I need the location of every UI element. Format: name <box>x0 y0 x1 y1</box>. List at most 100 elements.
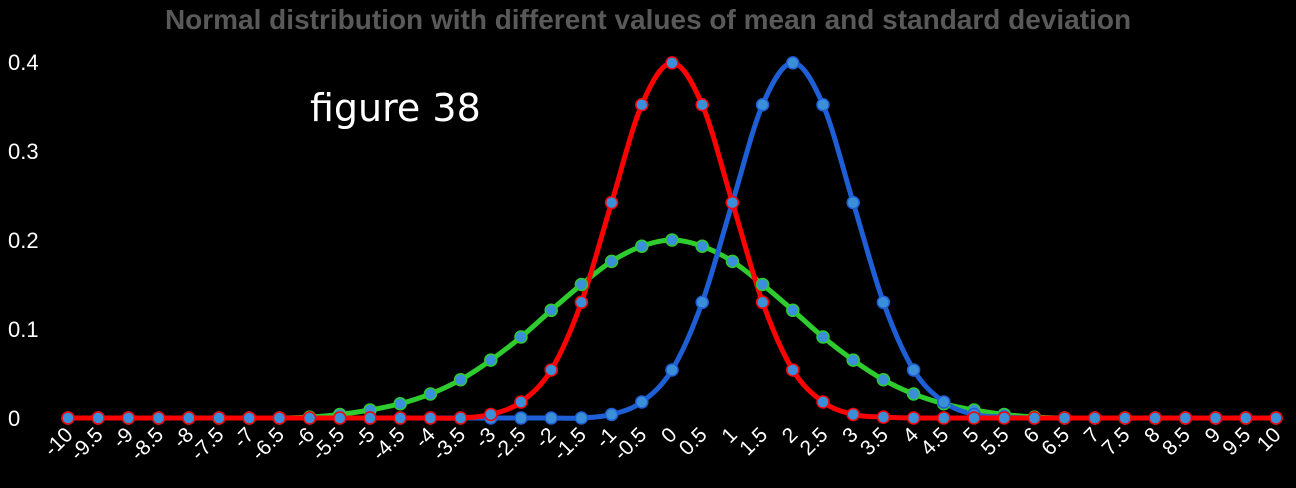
data-point <box>484 407 498 422</box>
data-point <box>876 410 891 424</box>
series-line-0 <box>68 237 1276 421</box>
data-point <box>453 372 468 387</box>
x-tick-label: -8.5 <box>126 423 168 465</box>
x-tick-label: 2.5 <box>796 423 833 460</box>
data-point <box>423 387 438 401</box>
data-point <box>514 395 528 409</box>
data-point <box>846 407 860 422</box>
x-tick-label: -3.5 <box>428 423 470 465</box>
data-point <box>997 411 1011 425</box>
data-point <box>725 195 740 210</box>
data-point <box>604 254 619 269</box>
data-point <box>604 195 619 210</box>
data-point <box>393 397 407 411</box>
data-point <box>755 277 770 292</box>
x-tick-label: -6.5 <box>247 423 289 465</box>
data-point <box>272 411 287 425</box>
data-point <box>544 303 558 318</box>
data-point <box>695 295 709 310</box>
data-point <box>151 411 166 425</box>
x-tick-label: -0.5 <box>609 423 651 465</box>
data-point <box>1118 411 1132 425</box>
data-point <box>363 411 377 425</box>
x-axis-ticks: -10-9.5 -9-8.5 -8-7.5 -7-6.5 -6-5.5 -5-4.5 -4-… <box>40 423 1286 465</box>
data-point <box>665 56 679 70</box>
data-point <box>484 353 498 367</box>
data-point <box>1088 411 1102 425</box>
data-point <box>1239 411 1253 425</box>
data-point <box>61 411 75 425</box>
data-point <box>1027 411 1042 425</box>
x-tick-label: 8.5 <box>1158 423 1195 460</box>
y-tick-label: 0.2 <box>8 228 39 253</box>
x-tick-label: 0.5 <box>675 423 712 460</box>
data-point <box>786 56 800 70</box>
data-point <box>91 411 105 425</box>
data-point <box>937 411 951 425</box>
data-point <box>876 295 891 310</box>
data-point <box>786 363 800 377</box>
data-point <box>906 411 921 425</box>
data-point <box>665 233 679 247</box>
y-tick-label: 0.4 <box>8 50 39 75</box>
data-point <box>1057 411 1072 425</box>
chart-title: Normal distribution with different value… <box>164 4 1132 35</box>
data-point <box>1148 411 1162 425</box>
data-point <box>635 239 649 253</box>
x-tick-label: 1.5 <box>735 423 772 460</box>
data-point <box>1178 411 1193 425</box>
x-tick-label: 9.5 <box>1218 423 1255 460</box>
data-point <box>514 330 528 344</box>
figure-annotation: figure 38 <box>310 86 481 130</box>
data-point <box>967 411 981 425</box>
y-tick-label: 0.1 <box>8 317 39 342</box>
data-point <box>423 411 438 425</box>
data-point <box>212 411 226 425</box>
data-point <box>755 295 770 310</box>
data-point <box>574 277 589 292</box>
x-tick-label: 3.5 <box>856 423 893 460</box>
x-tick-label: 4.5 <box>916 423 953 460</box>
data-point <box>846 353 860 367</box>
x-tick-label: 10 <box>1253 423 1286 456</box>
data-point <box>755 97 770 112</box>
x-tick-label: -9.5 <box>66 423 108 465</box>
x-tick-label: 6.5 <box>1037 423 1074 460</box>
data-point <box>906 363 921 377</box>
data-point <box>816 330 830 344</box>
data-point <box>635 395 649 409</box>
y-tick-label: 0.3 <box>8 139 39 164</box>
data-point <box>695 97 709 112</box>
y-axis-ticks: 0 0.1 0.2 0.3 0.4 <box>8 50 39 431</box>
data-point <box>393 411 407 425</box>
data-point <box>816 97 830 112</box>
data-point <box>1269 411 1283 425</box>
data-point <box>182 411 196 425</box>
y-tick-label: 0 <box>8 406 20 431</box>
x-tick-label: 7.5 <box>1098 423 1135 460</box>
data-point <box>816 395 830 409</box>
data-point <box>1208 411 1223 425</box>
data-point <box>514 411 528 425</box>
x-tick-label: 5.5 <box>977 423 1014 460</box>
data-point <box>937 395 951 409</box>
data-point <box>544 411 558 425</box>
x-tick-label: -4.5 <box>368 423 410 465</box>
data-point <box>544 363 558 377</box>
data-point <box>333 411 347 425</box>
data-point <box>121 411 136 425</box>
data-point <box>695 239 709 253</box>
data-point <box>876 372 891 387</box>
x-tick-label: -7.5 <box>187 423 229 465</box>
data-point <box>242 411 256 425</box>
data-point <box>665 363 679 377</box>
series-markers <box>61 56 1283 425</box>
data-point <box>725 254 740 269</box>
data-point <box>635 97 649 112</box>
x-tick-label: -2.5 <box>489 423 531 465</box>
data-point <box>574 295 589 310</box>
data-point <box>574 411 589 425</box>
data-point <box>604 407 619 422</box>
data-point <box>906 387 921 401</box>
